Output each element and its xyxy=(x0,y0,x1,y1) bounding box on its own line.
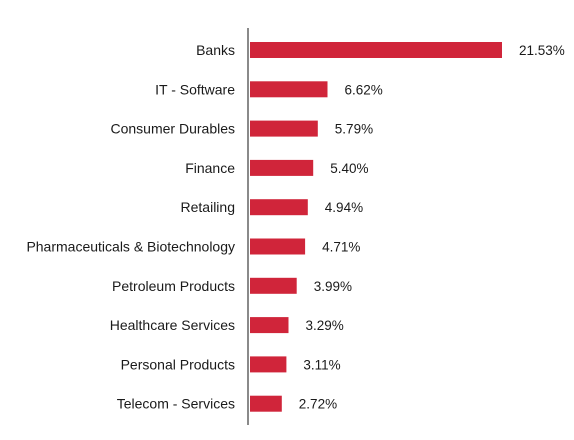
bar-9 xyxy=(250,395,282,412)
value-label-5: 4.71% xyxy=(322,240,360,255)
category-label-8: Personal Products xyxy=(121,356,235,372)
value-label-2: 5.79% xyxy=(335,122,373,137)
bar-2 xyxy=(250,120,318,137)
value-labels-group: 21.53% 6.62% 5.79% 5.40% 4.94% 4.71% 3.99% 3.29… xyxy=(299,43,565,412)
bars-group xyxy=(250,42,502,412)
value-label-6: 3.99% xyxy=(314,279,352,294)
bar-8 xyxy=(250,356,287,373)
bar-4 xyxy=(250,199,308,216)
value-label-9: 2.72% xyxy=(299,397,337,412)
category-label-3: Finance xyxy=(185,160,235,176)
value-label-8: 3.11% xyxy=(303,357,340,372)
category-label-6: Petroleum Products xyxy=(112,278,235,294)
bar-7 xyxy=(250,317,289,334)
value-label-7: 3.29% xyxy=(306,318,344,333)
bar-6 xyxy=(250,277,297,294)
bar-0 xyxy=(250,42,502,58)
category-label-2: Consumer Durables xyxy=(111,121,236,137)
bar-1 xyxy=(250,81,328,98)
value-label-0: 21.53% xyxy=(519,43,565,58)
category-label-9: Telecom - Services xyxy=(117,396,235,412)
bar-3 xyxy=(250,159,314,176)
category-label-1: IT - Software xyxy=(155,81,235,97)
category-labels-group: Banks IT - Software Consumer Durables Finan… xyxy=(26,42,235,412)
category-label-4: Retailing xyxy=(181,199,235,215)
value-label-3: 5.40% xyxy=(330,161,368,176)
category-label-7: Healthcare Services xyxy=(110,317,235,333)
value-label-1: 6.62% xyxy=(345,82,383,97)
category-label-5: Pharmaceuticals & Biotechnology xyxy=(26,239,235,255)
category-label-0: Banks xyxy=(196,42,235,58)
bar-5 xyxy=(250,238,306,255)
value-label-4: 4.94% xyxy=(325,200,363,215)
